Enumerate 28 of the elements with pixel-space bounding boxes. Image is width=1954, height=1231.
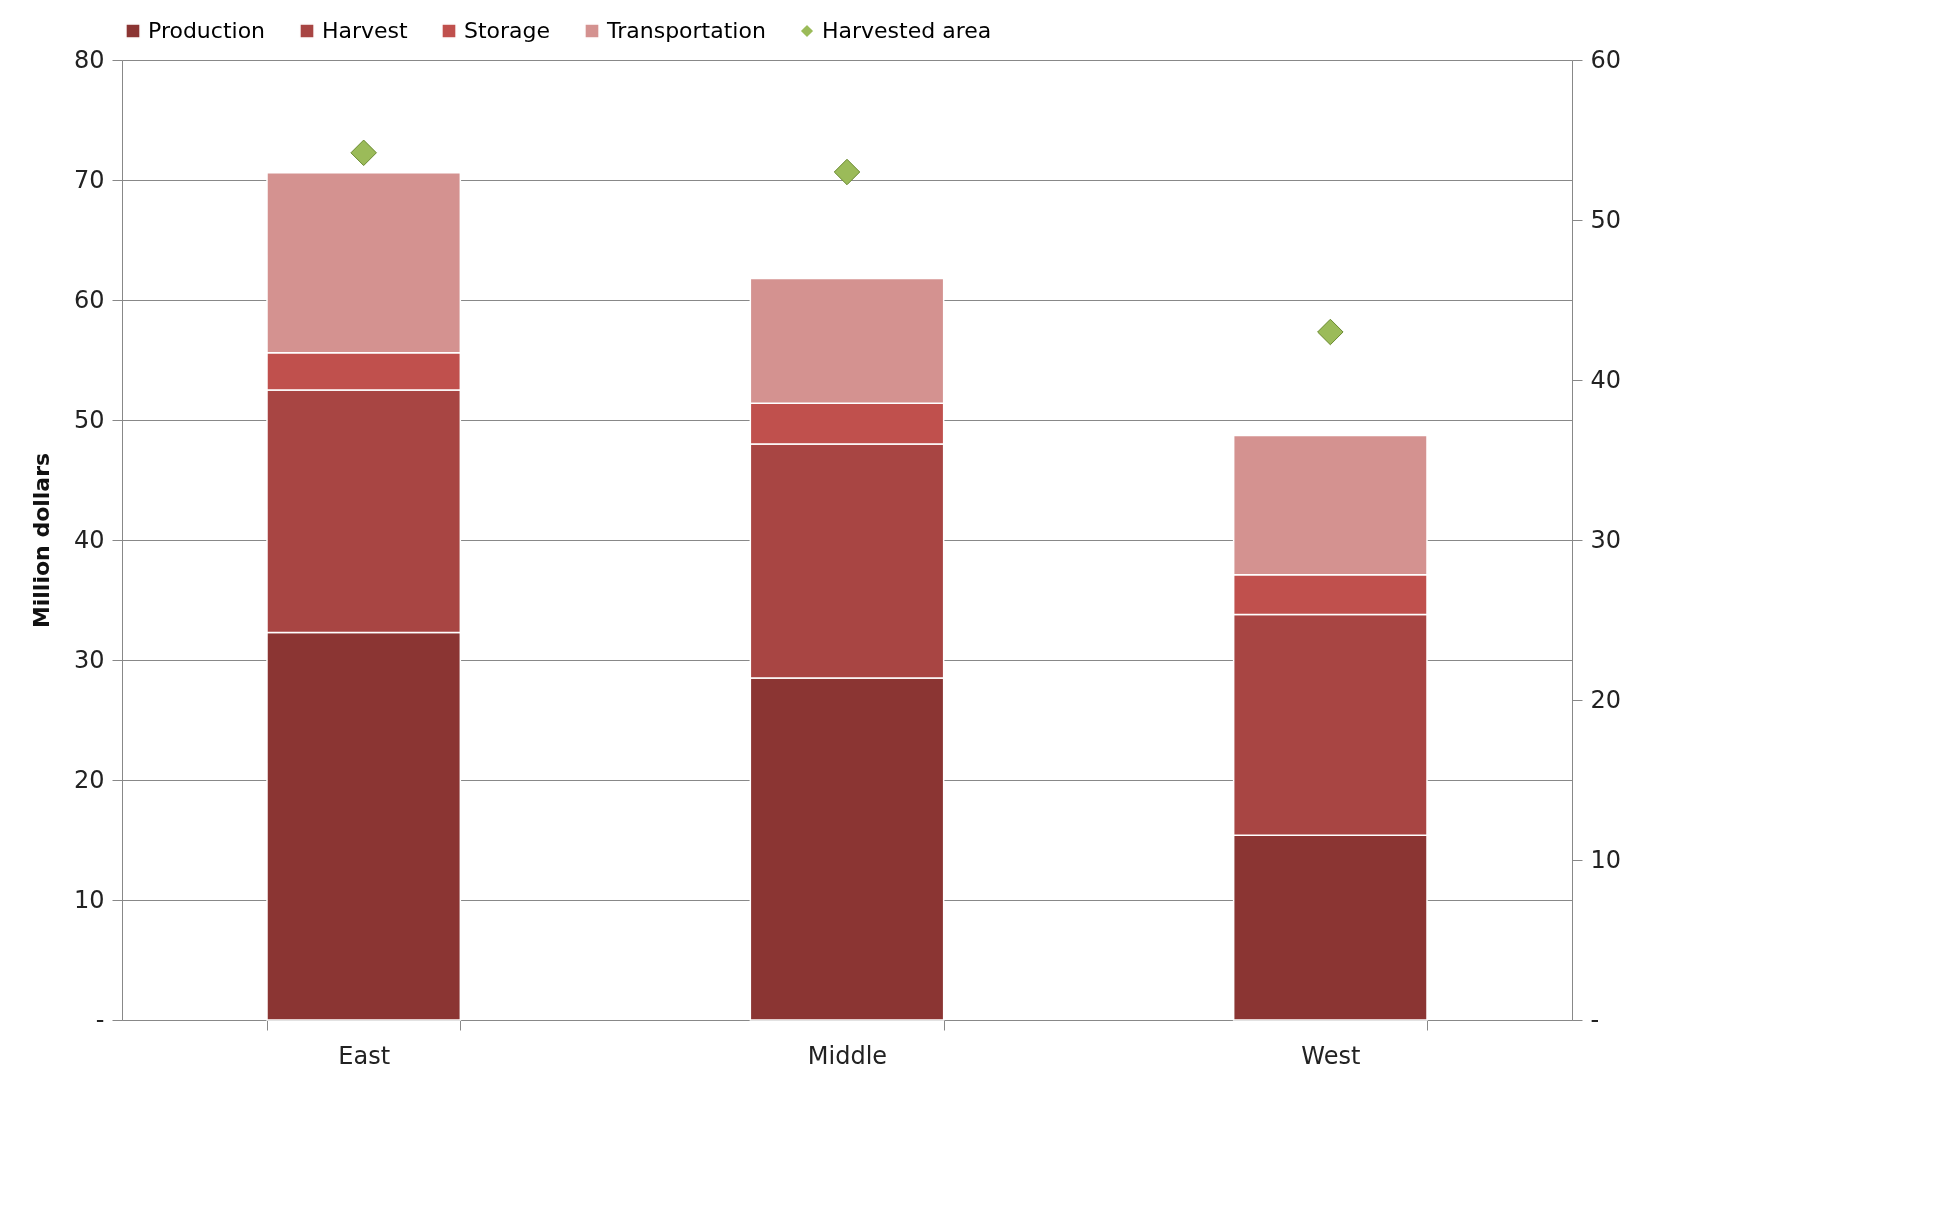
legend-label: Storage: [464, 18, 551, 43]
point: [1317, 318, 1344, 346]
legend-label: Harvested area: [822, 18, 992, 43]
y-tick-label: 80: [73, 45, 105, 74]
y-tick-label: 60: [73, 285, 105, 314]
y-axis-title: Million dollars: [28, 452, 54, 629]
legend-label: Transportation: [606, 18, 766, 43]
legend-label: Production: [148, 18, 266, 43]
y2-tick-label: 60: [1590, 45, 1622, 74]
y2-tick-label: 50: [1590, 205, 1622, 234]
point: [350, 139, 377, 167]
y2-tick-label: 10: [1590, 845, 1622, 874]
y-tick-label: 30: [73, 645, 105, 674]
y2-tick-label: -: [1590, 1005, 1600, 1034]
y-tick-label: 10: [73, 885, 105, 914]
y-tick-label: 40: [73, 525, 105, 554]
y2-tick-label: 30: [1590, 525, 1622, 554]
y-tick-label: 20: [73, 765, 105, 794]
x-tick-label: East: [338, 1041, 391, 1070]
point: [833, 158, 861, 186]
x-tick-label: West: [1301, 1041, 1361, 1070]
y-tick-label: -: [95, 1005, 105, 1034]
y2-tick-label: 40: [1590, 365, 1622, 394]
y2-tick-label: 20: [1590, 685, 1622, 714]
y-tick-label: 50: [73, 405, 105, 434]
x-tick-label: Middle: [807, 1041, 888, 1070]
y-tick-label: 70: [73, 165, 105, 194]
legend-label: Harvest: [322, 18, 409, 43]
